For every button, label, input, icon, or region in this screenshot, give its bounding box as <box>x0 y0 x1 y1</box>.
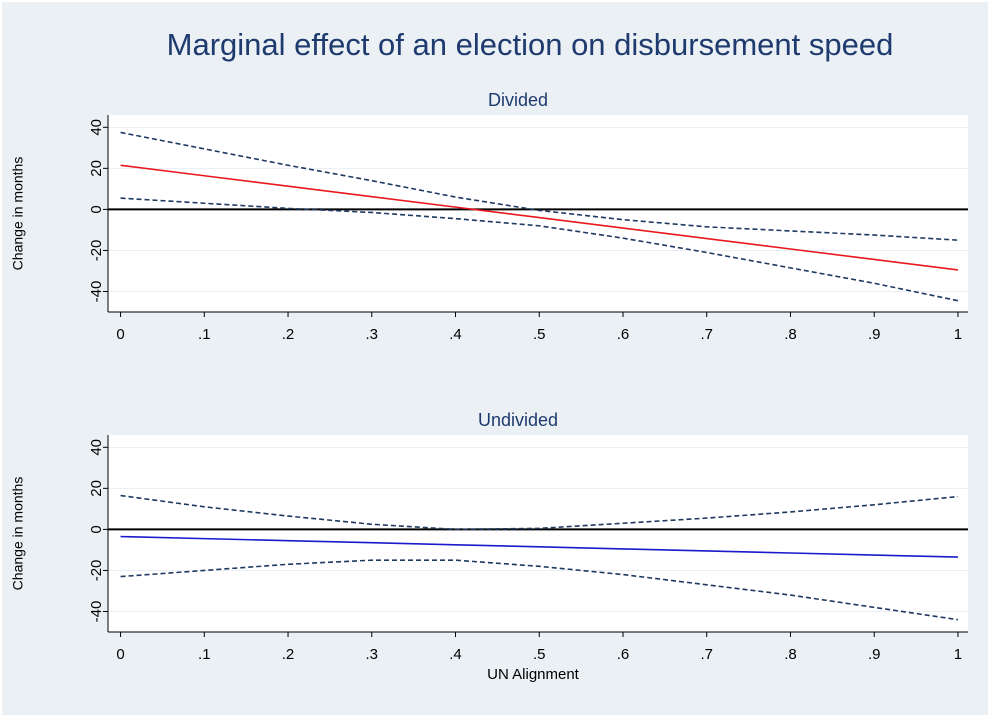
x-tick-label: .7 <box>700 326 713 343</box>
x-tick-label: 0 <box>116 646 124 663</box>
x-tick-label: .4 <box>449 646 462 663</box>
confidence-line <box>120 559 959 621</box>
y-axis-label: Change in months <box>10 157 26 271</box>
y-tick-label: 20 <box>88 160 105 177</box>
panel-title: Undivided <box>478 410 558 430</box>
confidence-line <box>120 131 958 241</box>
x-tick-label: .8 <box>784 326 797 343</box>
x-tick-label: .9 <box>868 326 881 343</box>
y-tick-label: -40 <box>88 281 105 303</box>
x-tick-label: .6 <box>617 646 630 663</box>
y-tick-label: -40 <box>88 601 105 623</box>
plot-area <box>108 435 968 632</box>
x-axis-label: UN Alignment <box>487 666 580 683</box>
x-tick-label: 0 <box>116 326 124 343</box>
x-tick-label: 1 <box>954 326 962 343</box>
x-tick-label: 1 <box>954 646 962 663</box>
y-tick-label: -20 <box>88 240 105 262</box>
x-tick-label: .3 <box>366 326 379 343</box>
y-axis-label: Change in months <box>10 477 26 591</box>
x-tick-label: .7 <box>700 646 713 663</box>
x-tick-label: .1 <box>198 646 211 663</box>
y-tick-label: 40 <box>88 119 105 136</box>
x-tick-label: .1 <box>198 326 211 343</box>
confidence-line <box>120 197 959 302</box>
x-tick-label: .4 <box>449 326 462 343</box>
y-tick-label: 0 <box>88 205 105 213</box>
confidence-line <box>120 494 959 531</box>
estimate-line <box>120 164 959 271</box>
x-tick-label: .5 <box>533 326 546 343</box>
x-tick-label: .2 <box>282 646 295 663</box>
panel-title: Divided <box>488 90 548 110</box>
y-tick-label: 0 <box>88 525 105 533</box>
x-tick-label: .5 <box>533 646 546 663</box>
x-tick-label: .8 <box>784 646 797 663</box>
estimate-line <box>120 535 958 558</box>
chart-title: Marginal effect of an election on disbur… <box>167 27 894 62</box>
y-tick-label: 20 <box>88 480 105 497</box>
x-tick-label: .2 <box>282 326 295 343</box>
y-tick-label: 40 <box>88 439 105 456</box>
x-tick-label: .9 <box>868 646 881 663</box>
x-tick-label: .3 <box>366 646 379 663</box>
y-tick-label: -20 <box>88 560 105 582</box>
x-tick-label: .6 <box>617 326 630 343</box>
plot-area <box>108 115 968 312</box>
